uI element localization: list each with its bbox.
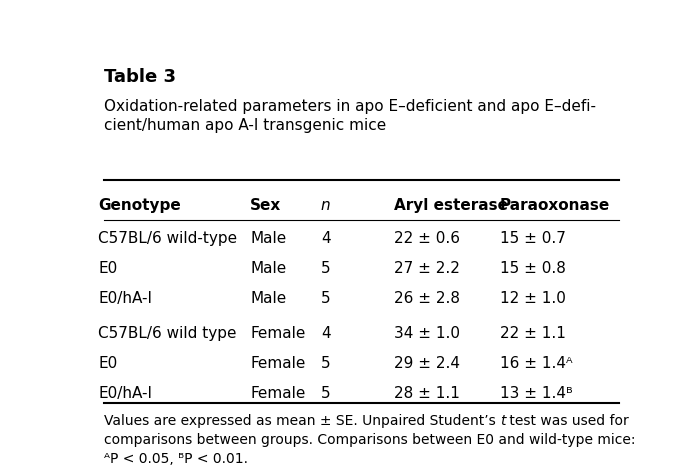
Text: Male: Male <box>251 231 286 246</box>
Text: Female: Female <box>251 326 306 341</box>
Text: 22 ± 0.6: 22 ± 0.6 <box>394 231 460 246</box>
Text: 34 ± 1.0: 34 ± 1.0 <box>394 326 460 341</box>
Text: t: t <box>500 414 505 428</box>
Text: 15 ± 0.8: 15 ± 0.8 <box>500 261 566 276</box>
Text: 5: 5 <box>321 291 330 306</box>
Text: ᴬP < 0.05, ᴮP < 0.01.: ᴬP < 0.05, ᴮP < 0.01. <box>104 452 248 466</box>
Text: 27 ± 2.2: 27 ± 2.2 <box>394 261 460 276</box>
Text: 29 ± 2.4: 29 ± 2.4 <box>394 356 460 371</box>
Text: 15 ± 0.7: 15 ± 0.7 <box>500 231 566 246</box>
Text: 5: 5 <box>321 386 330 401</box>
Text: 4: 4 <box>321 326 330 341</box>
Text: 12 ± 1.0: 12 ± 1.0 <box>500 291 566 306</box>
Text: C57BL/6 wild-type: C57BL/6 wild-type <box>98 231 237 246</box>
Text: Sex: Sex <box>251 198 281 213</box>
Text: Male: Male <box>251 291 286 306</box>
Text: Table 3: Table 3 <box>104 68 176 86</box>
Text: Values are expressed as mean ± SE. Unpaired Student’s: Values are expressed as mean ± SE. Unpai… <box>104 414 500 428</box>
Text: 5: 5 <box>321 356 330 371</box>
Text: E0: E0 <box>98 261 118 276</box>
Text: 26 ± 2.8: 26 ± 2.8 <box>394 291 460 306</box>
Text: E0/hA-I: E0/hA-I <box>98 386 153 401</box>
Text: n: n <box>321 198 330 213</box>
Text: Oxidation-related parameters in apo E–deficient and apo E–defi-
cient/human apo : Oxidation-related parameters in apo E–de… <box>104 99 596 133</box>
Text: 4: 4 <box>321 231 330 246</box>
Text: 28 ± 1.1: 28 ± 1.1 <box>394 386 460 401</box>
Text: Female: Female <box>251 386 306 401</box>
Text: test was used for: test was used for <box>505 414 629 428</box>
Text: 16 ± 1.4ᴬ: 16 ± 1.4ᴬ <box>500 356 573 371</box>
Text: 22 ± 1.1: 22 ± 1.1 <box>500 326 566 341</box>
Text: Male: Male <box>251 261 286 276</box>
Text: Paraoxonase: Paraoxonase <box>500 198 610 213</box>
Text: comparisons between groups. Comparisons between E0 and wild-type mice:: comparisons between groups. Comparisons … <box>104 433 636 446</box>
Text: C57BL/6 wild type: C57BL/6 wild type <box>98 326 237 341</box>
Text: E0: E0 <box>98 356 118 371</box>
Text: E0/hA-I: E0/hA-I <box>98 291 153 306</box>
Text: 5: 5 <box>321 261 330 276</box>
Text: Aryl esterase: Aryl esterase <box>394 198 508 213</box>
Text: Female: Female <box>251 356 306 371</box>
Text: Genotype: Genotype <box>98 198 181 213</box>
Text: 13 ± 1.4ᴮ: 13 ± 1.4ᴮ <box>500 386 573 401</box>
